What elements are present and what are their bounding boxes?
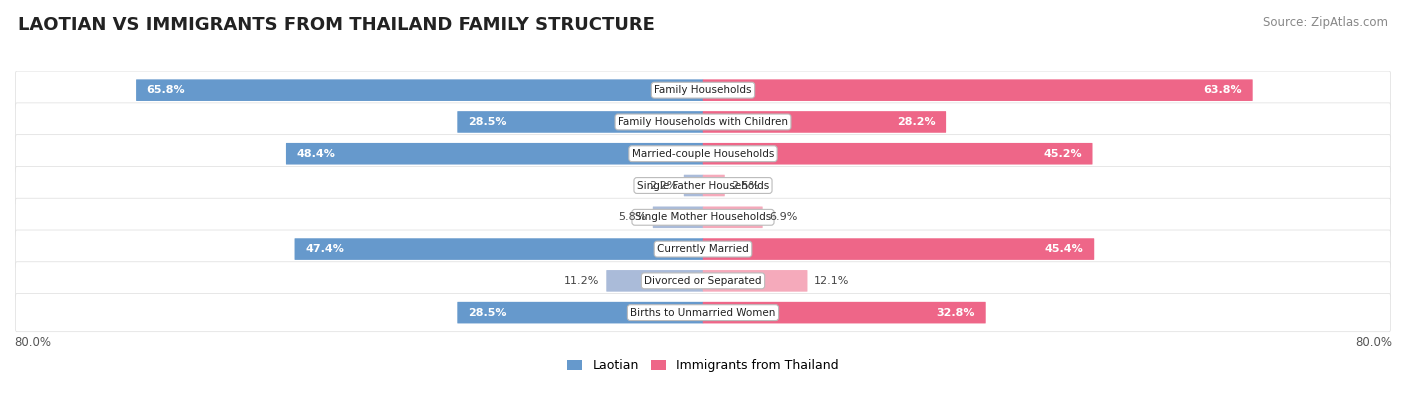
Text: Divorced or Separated: Divorced or Separated <box>644 276 762 286</box>
FancyBboxPatch shape <box>703 143 1092 165</box>
Text: 47.4%: 47.4% <box>305 244 344 254</box>
Text: 11.2%: 11.2% <box>564 276 599 286</box>
FancyBboxPatch shape <box>294 238 703 260</box>
Text: 2.5%: 2.5% <box>731 181 759 190</box>
Text: Family Households with Children: Family Households with Children <box>619 117 787 127</box>
Text: 63.8%: 63.8% <box>1204 85 1241 95</box>
Text: Family Households: Family Households <box>654 85 752 95</box>
FancyBboxPatch shape <box>136 79 703 101</box>
Text: 28.5%: 28.5% <box>468 308 506 318</box>
Text: 12.1%: 12.1% <box>814 276 849 286</box>
Legend: Laotian, Immigrants from Thailand: Laotian, Immigrants from Thailand <box>562 354 844 377</box>
FancyBboxPatch shape <box>652 207 703 228</box>
FancyBboxPatch shape <box>703 238 1094 260</box>
Text: Births to Unmarried Women: Births to Unmarried Women <box>630 308 776 318</box>
Text: 48.4%: 48.4% <box>297 149 336 159</box>
FancyBboxPatch shape <box>15 293 1391 332</box>
FancyBboxPatch shape <box>15 166 1391 205</box>
FancyBboxPatch shape <box>703 270 807 292</box>
FancyBboxPatch shape <box>703 79 1253 101</box>
Text: Single Mother Households: Single Mother Households <box>636 212 770 222</box>
Text: 5.8%: 5.8% <box>617 212 647 222</box>
FancyBboxPatch shape <box>703 111 946 133</box>
Text: 80.0%: 80.0% <box>14 336 51 349</box>
Text: 32.8%: 32.8% <box>936 308 976 318</box>
FancyBboxPatch shape <box>606 270 703 292</box>
FancyBboxPatch shape <box>683 175 703 196</box>
Text: 80.0%: 80.0% <box>1355 336 1392 349</box>
Text: 2.2%: 2.2% <box>648 181 678 190</box>
Text: 45.4%: 45.4% <box>1045 244 1084 254</box>
FancyBboxPatch shape <box>703 302 986 324</box>
FancyBboxPatch shape <box>285 143 703 165</box>
FancyBboxPatch shape <box>15 71 1391 109</box>
Text: Source: ZipAtlas.com: Source: ZipAtlas.com <box>1263 16 1388 29</box>
Text: Single Father Households: Single Father Households <box>637 181 769 190</box>
Text: 6.9%: 6.9% <box>769 212 797 222</box>
Text: 65.8%: 65.8% <box>146 85 186 95</box>
FancyBboxPatch shape <box>457 302 703 324</box>
Text: LAOTIAN VS IMMIGRANTS FROM THAILAND FAMILY STRUCTURE: LAOTIAN VS IMMIGRANTS FROM THAILAND FAMI… <box>18 16 655 34</box>
FancyBboxPatch shape <box>457 111 703 133</box>
FancyBboxPatch shape <box>15 135 1391 173</box>
Text: 28.2%: 28.2% <box>897 117 935 127</box>
FancyBboxPatch shape <box>703 207 762 228</box>
FancyBboxPatch shape <box>15 103 1391 141</box>
Text: 45.2%: 45.2% <box>1043 149 1083 159</box>
FancyBboxPatch shape <box>15 230 1391 268</box>
FancyBboxPatch shape <box>703 175 724 196</box>
Text: 28.5%: 28.5% <box>468 117 506 127</box>
FancyBboxPatch shape <box>15 262 1391 300</box>
Text: Currently Married: Currently Married <box>657 244 749 254</box>
FancyBboxPatch shape <box>15 198 1391 236</box>
Text: Married-couple Households: Married-couple Households <box>631 149 775 159</box>
